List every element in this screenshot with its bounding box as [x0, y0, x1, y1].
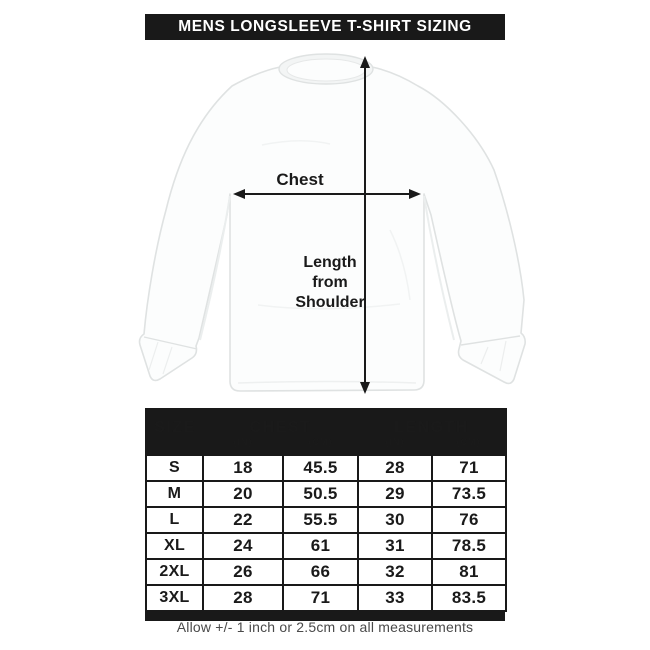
length-in-unit: (IN): [358, 437, 433, 455]
shirt-body: [138, 59, 526, 392]
table-row-3xl: 3XL 28 71 33 83.5: [145, 584, 508, 612]
shirt-wrinkle-3: [389, 229, 411, 301]
right-cuff-ribs: [480, 340, 507, 372]
cell-length-in: 29: [357, 480, 434, 508]
length-cm-unit: (CM): [432, 437, 507, 455]
page-title: MENS LONGSLEEVE T-SHIRT SIZING: [178, 18, 472, 35]
cell-length-in: 32: [357, 558, 434, 586]
cell-chest-in: 22: [202, 506, 284, 534]
cell-length-cm: 83.5: [431, 584, 508, 612]
cell-length-cm: 76: [431, 506, 508, 534]
size-table: SIZE CHEST LENGTH (IN) (CM) (IN) (CM) S …: [145, 408, 508, 612]
cell-chest-cm: 71: [281, 584, 360, 612]
chest-measure-label: Chest: [242, 170, 358, 190]
table-bottom-bar: [145, 612, 505, 621]
cell-chest-in: 26: [202, 558, 284, 586]
cell-chest-in: 28: [202, 584, 284, 612]
cell-length-in: 28: [357, 454, 434, 482]
length-label-line1: Length: [303, 254, 357, 271]
length-label-line3: Shoulder: [295, 294, 365, 311]
cell-chest-cm: 61: [281, 532, 360, 560]
shirt-wrinkle-1: [261, 139, 331, 146]
table-row-l: L 22 55.5 30 76: [145, 506, 508, 534]
units-spacer: [146, 437, 203, 455]
shirt-shading-right-seam: [423, 195, 455, 341]
size-table-container: SIZE CHEST LENGTH (IN) (CM) (IN) (CM) S …: [145, 408, 508, 621]
table-body: S 18 45.5 28 71 M 20 50.5 29 73.5 L 22 5…: [145, 454, 508, 612]
cell-length-cm: 81: [431, 558, 508, 586]
table-header: SIZE CHEST LENGTH (IN) (CM) (IN) (CM): [146, 409, 507, 455]
cell-chest-cm: 45.5: [281, 454, 360, 482]
shirt-shading-left-seam: [199, 195, 231, 341]
left-cuff-seam: [143, 336, 198, 350]
header-main-row: SIZE CHEST LENGTH: [146, 409, 507, 437]
left-cuff-ribs: [148, 341, 173, 375]
table-row-2xl: 2XL 26 66 32 81: [145, 558, 508, 586]
cell-length-cm: 71: [431, 454, 508, 482]
table-row-s: S 18 45.5 28 71: [145, 454, 508, 482]
col-header-length: LENGTH: [358, 409, 507, 437]
shirt-wrinkle-2: [257, 303, 401, 310]
cell-size: S: [145, 454, 204, 482]
length-measure-label: Length from Shoulder: [272, 253, 388, 313]
cell-length-cm: 73.5: [431, 480, 508, 508]
cell-chest-in: 20: [202, 480, 284, 508]
cell-size: XL: [145, 532, 204, 560]
right-cuff-seam: [460, 335, 521, 346]
cell-chest-in: 18: [202, 454, 284, 482]
cell-chest-in: 24: [202, 532, 284, 560]
length-arrow: [360, 56, 370, 394]
chest-cm-unit: (CM): [283, 437, 359, 455]
cell-size: L: [145, 506, 204, 534]
table-row-xl: XL 24 61 31 78.5: [145, 532, 508, 560]
collar-inner: [286, 58, 366, 82]
table-row-m: M 20 50.5 29 73.5: [145, 480, 508, 508]
cell-size: 3XL: [145, 584, 204, 612]
col-header-chest: CHEST: [203, 409, 359, 437]
cell-length-in: 31: [357, 532, 434, 560]
cell-chest-cm: 50.5: [281, 480, 360, 508]
shirt-hem-shadow: [237, 380, 417, 384]
cell-size: M: [145, 480, 204, 508]
cell-length-cm: 78.5: [431, 532, 508, 560]
cell-chest-cm: 55.5: [281, 506, 360, 534]
title-bar: MENS LONGSLEEVE T-SHIRT SIZING: [145, 14, 505, 40]
cell-chest-cm: 66: [281, 558, 360, 586]
chest-arrow: [233, 189, 421, 199]
chest-label-text: Chest: [276, 170, 324, 189]
cell-length-in: 30: [357, 506, 434, 534]
header-units-row: (IN) (CM) (IN) (CM): [146, 437, 507, 455]
length-label-line2: from: [312, 274, 348, 291]
tolerance-note: Allow +/- 1 inch or 2.5cm on all measure…: [176, 619, 474, 635]
col-header-size: SIZE: [146, 409, 203, 437]
cell-length-in: 33: [357, 584, 434, 612]
cell-size: 2XL: [145, 558, 204, 586]
chest-in-unit: (IN): [203, 437, 283, 455]
